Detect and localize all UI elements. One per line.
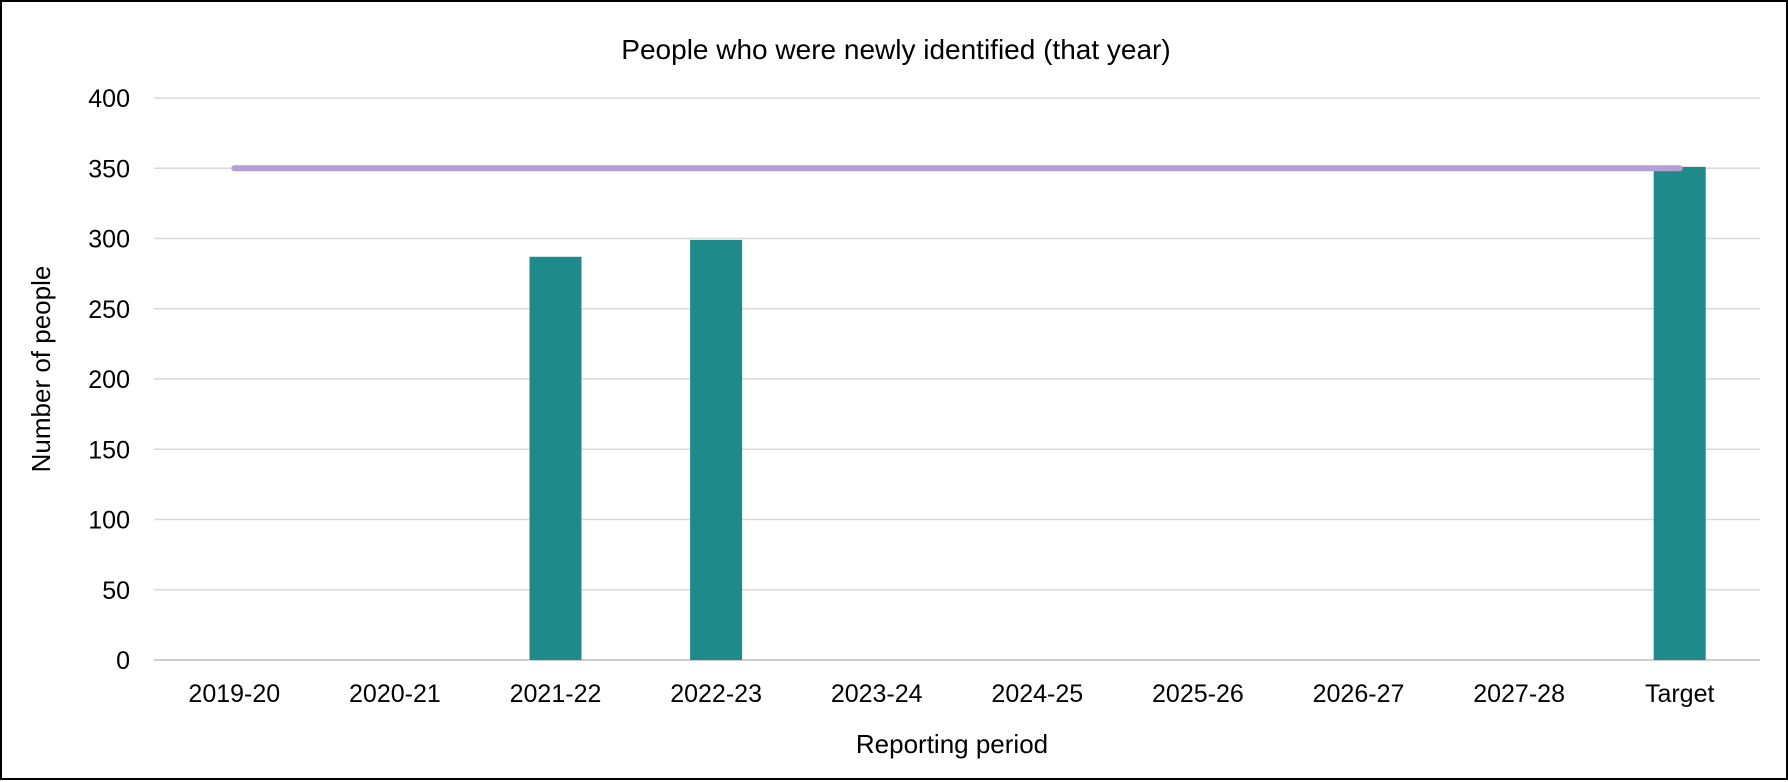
x-tick-label: 2022-23 [670, 680, 762, 708]
y-tick-label: 350 [88, 155, 130, 183]
x-tick-label: 2027-28 [1473, 680, 1565, 708]
bar [690, 239, 743, 660]
y-tick-label: 150 [88, 436, 130, 464]
x-tick-label: 2023-24 [831, 680, 923, 708]
bar [1653, 166, 1706, 660]
x-tick-labels: 2019-20 2020-21 2021-22 2022-23 2023-24 2024-… [188, 680, 1714, 708]
x-tick-label: 2019-20 [188, 680, 280, 708]
y-tick-label: 100 [88, 507, 130, 535]
chart-title: People who were newly identified (that y… [621, 34, 1170, 65]
y-tick-label: 0 [116, 647, 130, 675]
x-tick-label: 2021-22 [510, 680, 602, 708]
y-axis-label: Number of people [26, 266, 56, 473]
gridlines [154, 97, 1760, 661]
y-tick-label: 50 [102, 577, 130, 605]
y-tick-label: 250 [88, 296, 130, 324]
x-axis-label: Reporting period [856, 729, 1048, 759]
x-tick-label: Target [1645, 680, 1715, 708]
bar [529, 256, 582, 660]
y-tick-label: 400 [88, 85, 130, 113]
x-tick-label: 2025-26 [1152, 680, 1244, 708]
x-tick-label: 2024-25 [991, 680, 1083, 708]
y-tick-label: 200 [88, 366, 130, 394]
x-tick-label: 2026-27 [1313, 680, 1405, 708]
y-tick-label: 300 [88, 226, 130, 254]
bars [529, 166, 1706, 660]
x-tick-label: 2020-21 [349, 680, 441, 708]
y-tick-labels: 0 50 100 150 200 250 300 350 400 [88, 85, 130, 675]
